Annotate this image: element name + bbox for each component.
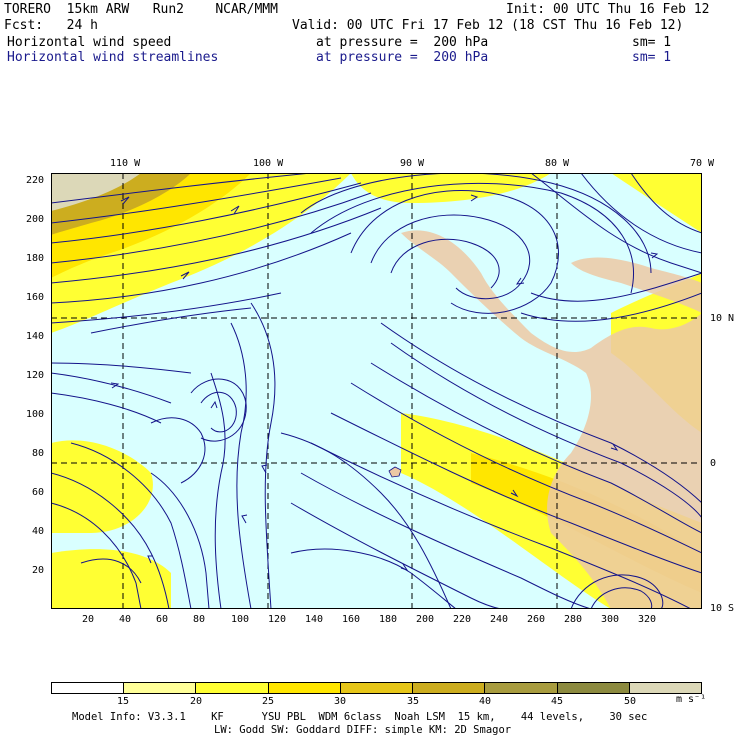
y-tick: 200 [26,214,45,225]
x-tick: 260 [527,614,546,625]
x-tick: 80 [193,614,206,625]
x-tick: 220 [453,614,472,625]
x-tick: 120 [268,614,287,625]
physics-info: LW: Godd SW: Goddard DIFF: simple KM: 2D… [214,724,512,736]
lat-label-10s: 10 S [710,603,735,614]
colorbar-label: 30 [333,696,347,707]
land-central-south-america [401,230,702,609]
model-title: TORERO 15km ARW Run2 NCAR/MMM [4,2,278,17]
x-tick: 20 [82,614,95,625]
field1-smooth: sm= 1 [632,35,672,50]
x-tick: 60 [156,614,169,625]
field2-name: Horizontal wind streamlines [7,50,219,65]
colorbar-label: 20 [189,696,203,707]
colorbar-label: 35 [406,696,420,707]
x-tick: 160 [342,614,361,625]
x-tick: 140 [305,614,324,625]
band-north [351,173,551,203]
streamlines [51,173,702,609]
field2-level: at pressure = 200 hPa [316,50,489,65]
init-time: Init: 00 UTC Thu 16 Feb 12 [506,2,710,17]
lat-label-10n: 10 N [710,313,735,324]
y-tick: 80 [32,448,45,459]
x-tick: 280 [564,614,583,625]
y-tick: 120 [26,370,45,381]
colorbar [51,682,702,694]
map-frame [51,173,702,609]
colorbar-segment [52,683,124,693]
y-tick: 100 [26,409,45,420]
band-west [51,440,153,533]
colorbar-label: 25 [261,696,275,707]
colorbar-segment [195,683,268,693]
x-tick: 320 [638,614,657,625]
colorbar-segment [628,683,701,693]
galapagos-islands [388,466,402,478]
colorbar-segment [339,683,413,693]
y-tick: 20 [32,565,45,576]
x-tick: 200 [416,614,435,625]
valid-time: Valid: 00 UTC Fri 17 Feb 12 (18 CST Thu … [292,18,684,33]
y-tick: 60 [32,487,45,498]
colorbar-segment [484,683,557,693]
colorbar-segment [267,683,340,693]
lon-label-70w: 70 W [690,158,715,169]
wind-map [51,173,702,609]
lat-label-0: 0 [710,458,717,469]
y-tick: 160 [26,292,45,303]
streamline-arrows [110,194,659,571]
colorbar-label: 50 [623,696,637,707]
field1-name: Horizontal wind speed [7,35,172,50]
lon-label-100w: 100 W [253,158,284,169]
field2-smooth: sm= 1 [632,50,672,65]
band-sw [51,549,171,609]
lon-label-80w: 80 W [545,158,570,169]
colorbar-label: 45 [550,696,564,707]
x-tick: 40 [119,614,132,625]
colorbar-label: 15 [116,696,130,707]
colorbar-segment [556,683,629,693]
colorbar-units: m s⁻¹ [676,694,707,705]
y-tick: 220 [26,175,45,186]
colorbar-segment [412,683,485,693]
x-tick: 180 [379,614,398,625]
x-tick: 300 [601,614,620,625]
field1-level: at pressure = 200 hPa [316,35,489,50]
colorbar-segment [123,683,196,693]
lon-label-110w: 110 W [110,158,141,169]
graticule [51,173,702,609]
land-caribbean [571,257,702,313]
lon-label-90w: 90 W [400,158,425,169]
y-tick: 140 [26,331,45,342]
colorbar-label: 40 [478,696,492,707]
x-tick: 100 [231,614,250,625]
model-info: Model Info: V3.3.1 KF YSU PBL WDM 6class… [72,711,648,723]
forecast-hour: Fcst: 24 h [4,18,98,33]
y-tick: 180 [26,253,45,264]
y-tick: 40 [32,526,45,537]
x-tick: 240 [490,614,509,625]
jet-peak-nw [51,173,141,211]
band-ne [611,173,702,233]
